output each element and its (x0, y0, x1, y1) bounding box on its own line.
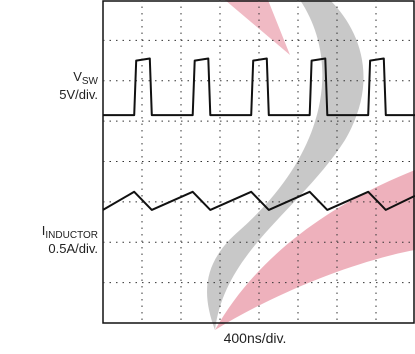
vsw-scale: 5V/div. (59, 87, 98, 102)
traces (102, 57, 415, 211)
inductor-scale: 0.5A/div. (48, 241, 98, 256)
trace-inductor (102, 190, 415, 211)
watermark-swoosh-gray (207, 0, 364, 330)
grid (102, 0, 415, 324)
inductor-channel-label: IINDUCTOR 0.5A/div. (42, 223, 98, 255)
vsw-subscript: SW (81, 76, 98, 87)
vsw-channel-label: VSW 5V/div. (59, 69, 98, 101)
x-axis-scale-label: 400ns/div. (223, 330, 287, 346)
watermark-swoosh-red-top (225, 0, 290, 55)
watermark-swoosh-red (215, 170, 415, 330)
watermark-logo (207, 0, 415, 330)
trace-sw (103, 57, 415, 117)
inductor-subscript: INDUCTOR (45, 230, 98, 241)
inductor-name: I (41, 223, 46, 238)
vsw-name: V (73, 69, 82, 84)
